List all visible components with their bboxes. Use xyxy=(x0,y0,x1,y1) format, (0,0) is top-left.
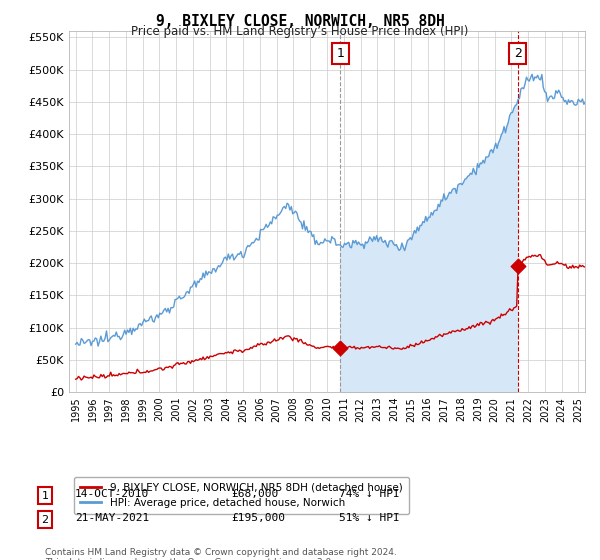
Text: 51% ↓ HPI: 51% ↓ HPI xyxy=(339,513,400,523)
Text: 21-MAY-2021: 21-MAY-2021 xyxy=(75,513,149,523)
Text: Contains HM Land Registry data © Crown copyright and database right 2024.
This d: Contains HM Land Registry data © Crown c… xyxy=(45,548,397,560)
Text: 74% ↓ HPI: 74% ↓ HPI xyxy=(339,489,400,499)
Text: 1: 1 xyxy=(336,47,344,60)
Text: 2: 2 xyxy=(514,47,521,60)
Text: 9, BIXLEY CLOSE, NORWICH, NR5 8DH: 9, BIXLEY CLOSE, NORWICH, NR5 8DH xyxy=(155,14,445,29)
Point xyxy=(513,262,523,270)
Text: 14-OCT-2010: 14-OCT-2010 xyxy=(75,489,149,499)
Text: £195,000: £195,000 xyxy=(231,513,285,523)
Text: Price paid vs. HM Land Registry’s House Price Index (HPI): Price paid vs. HM Land Registry’s House … xyxy=(131,25,469,38)
Text: 2: 2 xyxy=(41,515,49,525)
Text: £68,000: £68,000 xyxy=(231,489,278,499)
Point xyxy=(335,344,345,353)
Text: 1: 1 xyxy=(41,491,49,501)
Legend: 9, BIXLEY CLOSE, NORWICH, NR5 8DH (detached house), HPI: Average price, detached: 9, BIXLEY CLOSE, NORWICH, NR5 8DH (detac… xyxy=(74,477,409,515)
